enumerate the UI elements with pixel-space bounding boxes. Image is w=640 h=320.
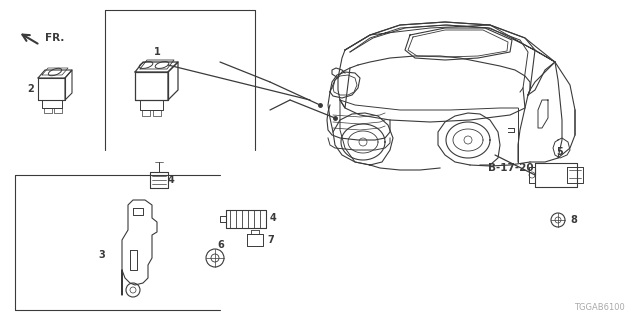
Text: FR.: FR. [45,33,65,43]
Text: B-17-20: B-17-20 [488,163,534,173]
Text: 3: 3 [99,250,105,260]
Text: 8: 8 [570,215,577,225]
Text: 7: 7 [267,235,274,245]
Text: 4: 4 [270,213,276,223]
Text: 1: 1 [154,47,161,57]
Text: 2: 2 [28,84,34,94]
Text: TGGAB6100: TGGAB6100 [574,303,625,312]
Text: 4: 4 [168,175,175,185]
Text: 6: 6 [217,240,224,250]
Text: 5: 5 [557,147,563,157]
